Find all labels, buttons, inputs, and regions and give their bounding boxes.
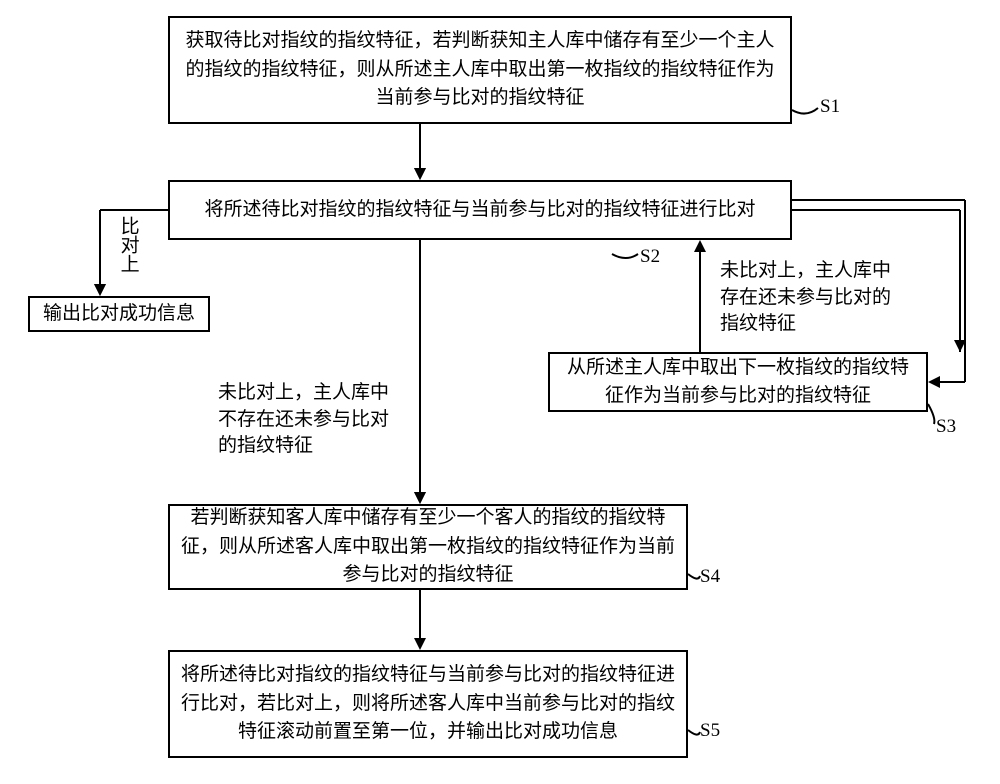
edge-label-no-match-none: 未比对上，主人库中 不存在还未参与比对 的指纹特征	[218, 380, 418, 460]
edge-label-no-match-none-l1: 未比对上，主人库中	[218, 382, 389, 403]
edge-label-match: 比对上	[114, 216, 141, 273]
node-success: 输出比对成功信息	[28, 296, 210, 332]
edge-label-no-match-remaining-l1: 未比对上，主人库中	[720, 260, 891, 281]
edge-label-no-match-none-l3: 的指纹特征	[218, 435, 313, 456]
node-s1: 获取待比对指纹的指纹特征，若判断获知主人库中储存有至少一个主人的指纹的指纹特征，…	[168, 16, 792, 124]
edge-label-no-match-remaining-l3: 指纹特征	[720, 313, 796, 334]
node-s4: 若判断获知客人库中储存有至少一个客人的指纹的指纹特征，则从所述客人库中取出第一枚…	[168, 504, 688, 590]
node-s3-text: 从所述主人库中取出下一枚指纹的指纹特征作为当前参与比对的指纹特征	[560, 354, 916, 411]
step-label-s5: S5	[700, 720, 720, 742]
node-s2: 将所述待比对指纹的指纹特征与当前参与比对的指纹特征进行比对	[168, 180, 792, 240]
node-s5: 将所述待比对指纹的指纹特征与当前参与比对的指纹特征进行比对，若比对上，则将所述客…	[168, 650, 688, 758]
node-success-text: 输出比对成功信息	[43, 300, 195, 329]
node-s5-text: 将所述待比对指纹的指纹特征与当前参与比对的指纹特征进行比对，若比对上，则将所述客…	[180, 661, 676, 747]
edge-label-no-match-remaining-l2: 存在还未参与比对的	[720, 287, 891, 308]
step-label-s2: S2	[640, 246, 660, 268]
node-s4-text: 若判断获知客人库中储存有至少一个客人的指纹的指纹特征，则从所述客人库中取出第一枚…	[180, 504, 676, 590]
node-s3: 从所述主人库中取出下一枚指纹的指纹特征作为当前参与比对的指纹特征	[548, 352, 928, 412]
edge-label-no-match-remaining: 未比对上，主人库中 存在还未参与比对的 指纹特征	[720, 258, 940, 338]
step-label-s4: S4	[700, 566, 720, 588]
step-label-s3: S3	[936, 416, 956, 438]
node-s2-text: 将所述待比对指纹的指纹特征与当前参与比对的指纹特征进行比对	[204, 196, 755, 225]
node-s1-text: 获取待比对指纹的指纹特征，若判断获知主人库中储存有至少一个主人的指纹的指纹特征，…	[180, 27, 780, 113]
step-label-s1: S1	[820, 96, 840, 118]
edge-label-no-match-none-l2: 不存在还未参与比对	[218, 409, 389, 430]
